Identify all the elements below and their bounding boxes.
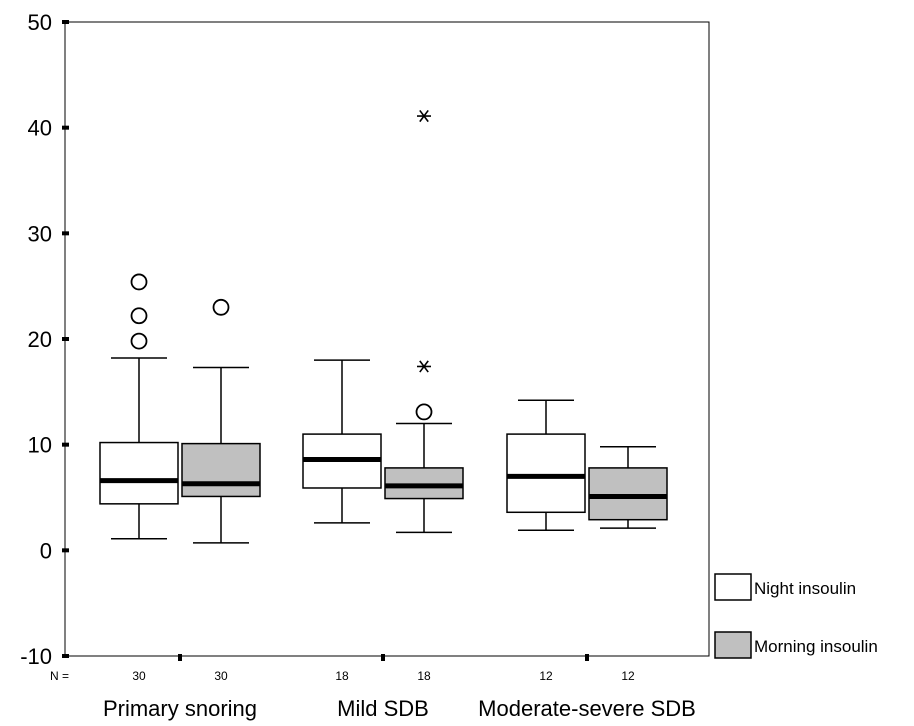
box-1-1 [384,109,464,534]
asterisk-stroke [419,360,429,373]
n-count-label: 12 [539,669,553,683]
group-label: Mild SDB [337,696,429,721]
y-tick-label: 10 [28,433,52,458]
box-0-2 [506,399,586,532]
y-tick-label: -10 [20,644,52,669]
legend-swatch [714,573,752,601]
legend-label: Night insoulin [754,579,856,598]
n-count-label: 18 [335,669,349,683]
iqr-box [99,441,179,505]
extreme-point [417,360,431,373]
n-prefix-label: N = [50,669,69,683]
box-0-1 [302,359,382,524]
n-count-label: 30 [132,669,146,683]
outlier-point [130,273,148,291]
n-count-label: 18 [417,669,431,683]
y-axis: -10 0 10 20 30 40 50 [20,10,69,669]
y-tick-label: 40 [28,116,52,141]
boxes-layer [99,109,668,544]
y-tick-mark [62,231,69,236]
box-1-0 [181,298,261,544]
outlier-point [212,298,230,316]
iqr-box [181,442,261,498]
group-label: Primary snoring [103,696,257,721]
x-tick-mark [178,654,182,661]
iqr-box [506,433,586,514]
x-axis: N = 30 18 12 30 18 12 Primary snoring Mild SDB Mo… [50,654,696,721]
y-tick-mark [62,20,69,24]
y-tick-label: 50 [28,10,52,35]
y-tick-label: 20 [28,327,52,352]
iqr-box [384,467,464,500]
group-label: Moderate-severe SDB [478,696,696,721]
y-tick-mark [62,337,69,341]
y-tick-mark [62,548,69,553]
n-count-label: 12 [621,669,635,683]
iqr-box [588,467,668,521]
x-tick-mark [585,654,589,661]
y-tick-label: 30 [28,221,52,246]
plot-frame [64,21,710,657]
extreme-point [417,109,431,123]
legend-swatch [714,631,752,659]
y-tick-label: 0 [40,538,52,563]
outlier-point [415,403,433,421]
asterisk-stroke [419,109,429,123]
outlier-point [130,307,148,325]
x-tick-mark [381,654,385,661]
outlier-point [130,332,148,350]
legend-label: Morning insoulin [754,637,878,656]
box-1-2 [588,446,668,529]
y-tick-mark [62,654,69,658]
n-count-label: 30 [214,669,228,683]
legend: Night insoulin Morning insoulin [714,573,878,659]
box-0-0 [99,273,179,540]
y-tick-mark [62,125,69,130]
y-tick-mark [62,442,69,447]
